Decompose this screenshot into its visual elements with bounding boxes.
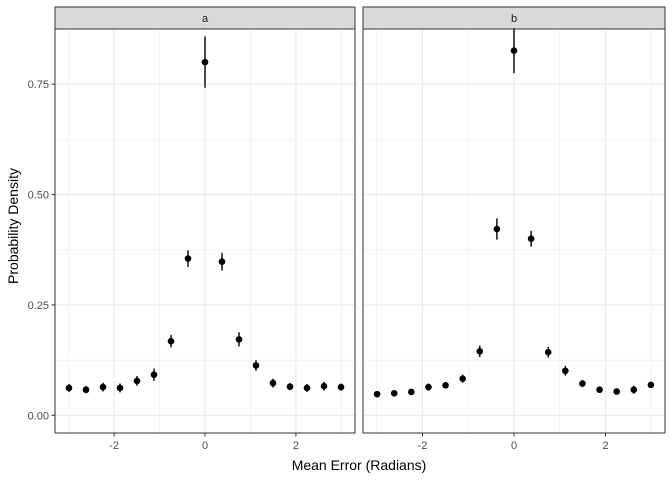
x-tick-label: -2: [109, 440, 119, 452]
x-tick-label: 0: [202, 440, 208, 452]
y-axis-title: Probability Density: [5, 168, 21, 284]
data-point: [252, 362, 260, 369]
facet-panel-b: b -2 0 2: [362, 6, 666, 452]
data-point: [493, 225, 501, 233]
data-point: [510, 47, 518, 54]
data-point: [65, 384, 73, 392]
data-point: [408, 388, 415, 396]
data-point: [527, 235, 535, 243]
facet-strip-label: a: [202, 13, 209, 25]
x-tick-label: 2: [602, 440, 608, 452]
x-tick-label: -2: [418, 440, 428, 452]
data-point: [133, 377, 141, 385]
data-point: [630, 386, 638, 394]
data-point: [99, 383, 107, 391]
y-tick-label: 0.25: [28, 300, 49, 312]
facet-panels: a -2 0 2 b -2 0 2: [54, 6, 666, 452]
data-point: [544, 348, 552, 356]
data-point: [373, 390, 381, 398]
data-point: [647, 381, 655, 389]
data-point: [613, 388, 620, 395]
data-point: [390, 389, 398, 397]
facet-panel-a: a -2 0 2: [54, 6, 356, 452]
data-point: [596, 386, 603, 394]
data-point: [269, 379, 277, 387]
data-point: [562, 367, 569, 375]
data-point: [82, 386, 90, 394]
data-point: [235, 336, 243, 343]
x-tick-label: 0: [511, 440, 517, 452]
x-tick-label: 2: [293, 440, 299, 452]
data-point: [150, 371, 158, 379]
y-tick-label: 0.75: [28, 79, 49, 91]
y-axis: 0.00 0.25 0.50 0.75: [28, 79, 55, 422]
data-point: [442, 382, 449, 389]
data-point: [425, 383, 432, 391]
x-axis-title: Mean Error (Radians): [292, 457, 427, 473]
data-point: [320, 382, 328, 390]
data-point: [303, 384, 311, 392]
data-point: [167, 337, 175, 345]
data-point: [218, 258, 226, 265]
data-point: [337, 383, 345, 391]
facet-strip-label: b: [511, 13, 517, 25]
data-point: [476, 348, 484, 355]
data-point: [286, 383, 294, 390]
data-point: [201, 58, 209, 66]
data-point: [459, 375, 466, 382]
data-point: [184, 255, 192, 262]
y-tick-label: 0.00: [28, 410, 49, 422]
data-point: [579, 380, 586, 387]
data-point: [116, 384, 124, 392]
y-tick-label: 0.50: [28, 190, 49, 202]
